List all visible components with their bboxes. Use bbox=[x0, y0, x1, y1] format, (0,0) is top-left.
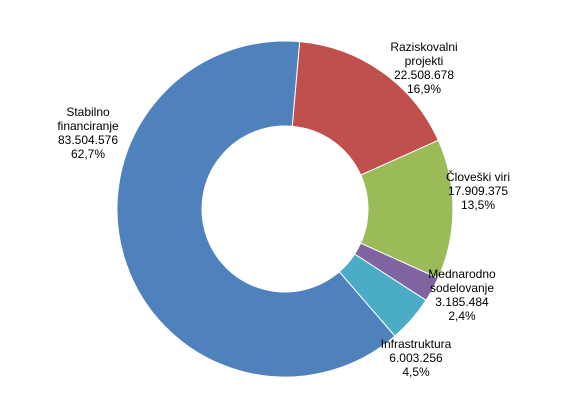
data-label-name: projekti bbox=[405, 54, 444, 68]
data-label-percent: 2,4% bbox=[448, 309, 476, 323]
data-label-percent: 62,7% bbox=[71, 147, 105, 161]
data-label-value: 22.508.678 bbox=[394, 68, 454, 82]
data-label-value: 3.185.484 bbox=[435, 295, 489, 309]
data-label-name: Mednarodno bbox=[428, 267, 496, 281]
data-label-name: sodelovanje bbox=[430, 281, 494, 295]
data-label-name: Človeški viri bbox=[446, 169, 510, 184]
data-label-value: 6.003.256 bbox=[389, 351, 443, 365]
slice-4 bbox=[116, 40, 396, 378]
data-label-value: 17.909.375 bbox=[448, 184, 508, 198]
data-label-name: financiranje bbox=[57, 119, 119, 133]
data-label-0: Raziskovalni projekti 22.508.678 16,9% bbox=[390, 40, 457, 96]
data-label-value: 83.504.576 bbox=[58, 133, 118, 147]
data-label-percent: 13,5% bbox=[461, 198, 495, 212]
data-label-name: Stabilno bbox=[66, 105, 110, 119]
data-label-name: Raziskovalni bbox=[390, 40, 457, 54]
data-label-4: Stabilno financiranje 83.504.576 62,7% bbox=[57, 105, 119, 161]
data-label-percent: 16,9% bbox=[407, 82, 441, 96]
data-label-1: Človeški viri 17.909.375 13,5% bbox=[446, 169, 510, 212]
slice-0 bbox=[291, 41, 439, 176]
data-label-name: Infrastruktura bbox=[381, 337, 452, 351]
data-label-2: Mednarodno sodelovanje 3.185.484 2,4% bbox=[428, 267, 496, 323]
labels-group: Raziskovalni projekti 22.508.678 16,9% Člove… bbox=[57, 40, 510, 379]
data-label-3: Infrastruktura 6.003.256 4,5% bbox=[381, 337, 452, 379]
slices-group bbox=[116, 40, 454, 378]
data-label-percent: 4,5% bbox=[402, 365, 430, 379]
